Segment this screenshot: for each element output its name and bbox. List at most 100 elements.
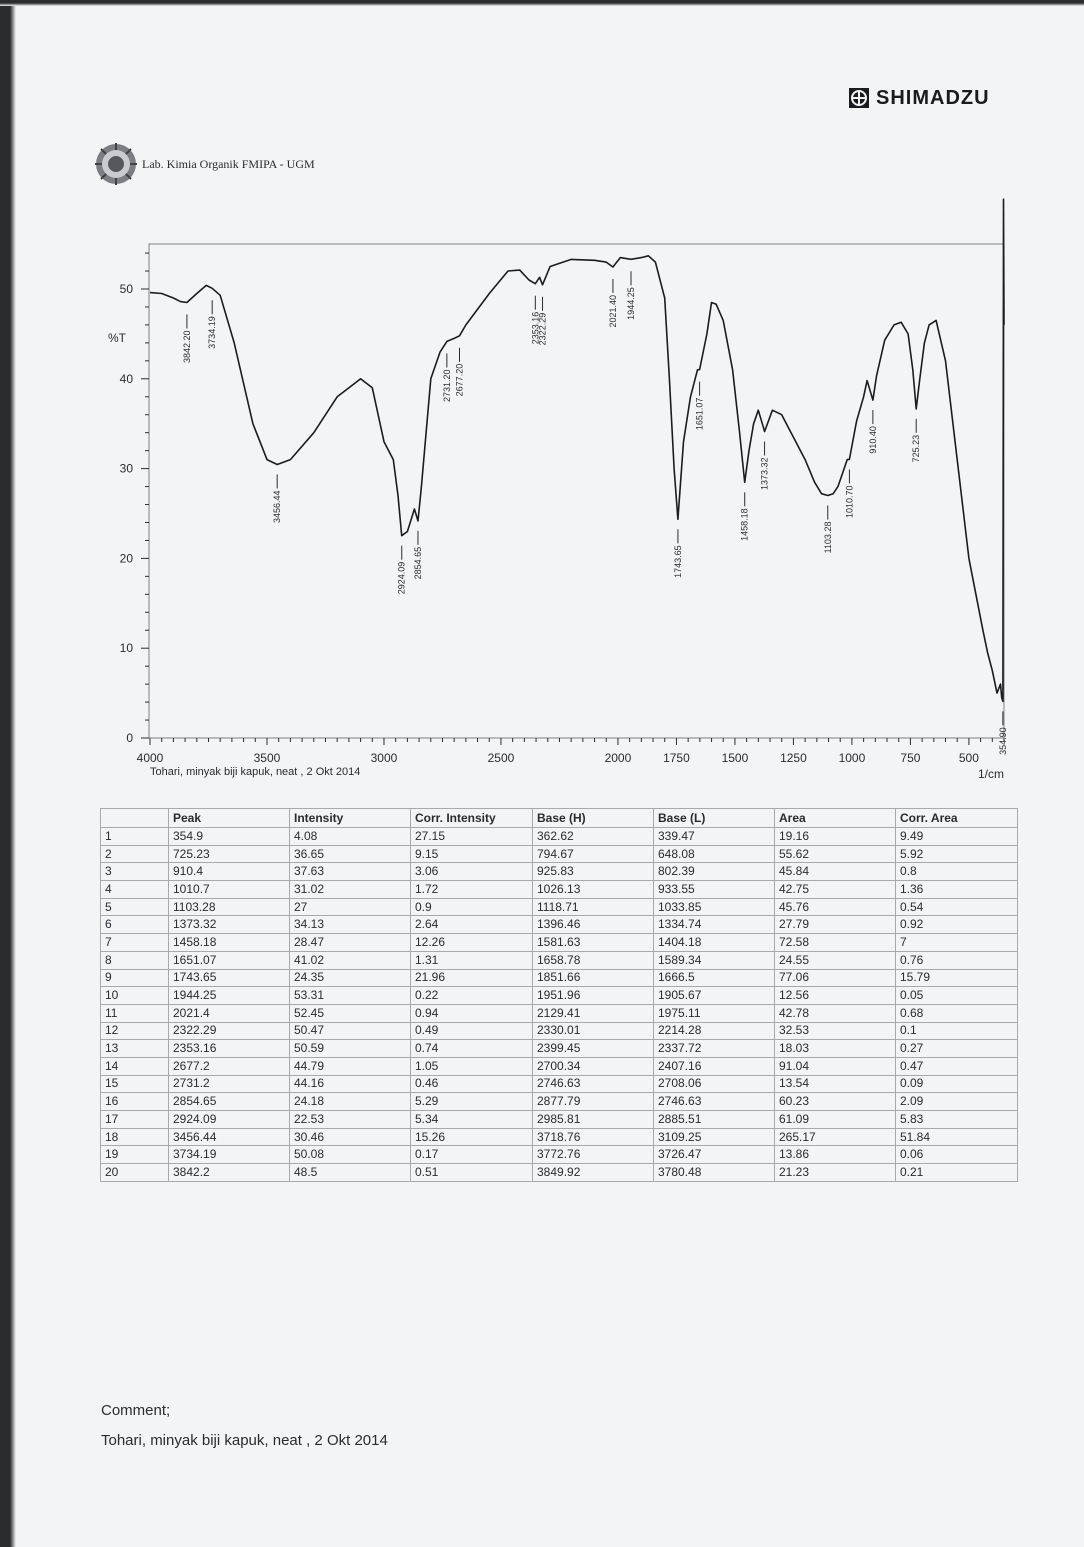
table-cell: 0.92 <box>895 915 1018 935</box>
table-cell: 11 <box>100 1003 169 1023</box>
table-cell: 50.59 <box>289 1039 411 1058</box>
table-cell: 1396.46 <box>532 915 654 935</box>
table-cell: 1743.65 <box>168 968 290 988</box>
table-row: 1 354.9 4.08 27.15 362.62 339.47 19.16 9.49 <box>100 827 1018 846</box>
table-header-cell: Area <box>774 808 896 828</box>
table-cell: 55.62 <box>774 844 896 864</box>
table-cell: 2885.51 <box>653 1110 775 1129</box>
table-cell: 5.29 <box>410 1092 533 1111</box>
peak-label: 725.23 <box>911 435 921 463</box>
table-cell: 51.84 <box>895 1127 1018 1147</box>
table-cell: 2.64 <box>410 915 533 935</box>
table-row: 8 1651.07 41.02 1.31 1658.78 1589.34 24.55 0.76 <box>100 950 1018 970</box>
table-cell: 15.26 <box>410 1127 533 1147</box>
page-edge-left <box>0 0 16 1547</box>
table-cell: 339.47 <box>653 827 775 846</box>
table-cell: 13 <box>100 1039 169 1058</box>
table-cell: 1944.25 <box>168 986 290 1005</box>
y-tick-label: 0 <box>126 731 133 745</box>
table-cell: 1103.28 <box>168 897 290 917</box>
table-cell: 13.86 <box>774 1145 896 1165</box>
table-cell: 4.08 <box>289 827 411 846</box>
table-cell: 24.35 <box>289 968 411 988</box>
table-cell: 34.13 <box>289 915 411 935</box>
table-row: 6 1373.32 34.13 2.64 1396.46 1334.74 27.79 0.92 <box>100 915 1018 935</box>
table-header-row: Peak Intensity Corr. Intensity Base (H) Base… <box>100 808 1018 828</box>
brand-name: SHIMADZU <box>876 86 990 109</box>
table-cell: 14 <box>100 1056 169 1076</box>
table-cell: 910.4 <box>168 862 290 882</box>
table-cell: 1458.18 <box>168 933 290 952</box>
x-tick-label: 3500 <box>254 751 281 765</box>
table-cell: 7 <box>100 933 169 952</box>
peak-label: 1651.07 <box>695 398 705 431</box>
table-cell: 31.02 <box>289 880 411 899</box>
table-cell: 0.76 <box>895 950 1018 970</box>
table-cell: 10 <box>100 986 169 1005</box>
peak-label: 3456.44 <box>272 490 282 523</box>
table-header-cell: Corr. Area <box>895 808 1018 828</box>
table-cell: 36.65 <box>289 844 411 864</box>
table-cell: 1951.96 <box>532 986 654 1005</box>
table-cell: 1851.66 <box>532 968 654 988</box>
y-tick-label: 40 <box>120 372 134 386</box>
table-cell: 0.9 <box>410 897 533 917</box>
table-cell: 2337.72 <box>653 1039 775 1058</box>
table-header-cell: Intensity <box>289 808 411 828</box>
table-cell: 2129.41 <box>532 1003 654 1023</box>
peak-label: 2924.09 <box>397 562 407 595</box>
table-cell: 77.06 <box>774 968 896 988</box>
table-cell: 6 <box>100 915 169 935</box>
y-tick-label: 30 <box>120 462 134 476</box>
table-cell: 2214.28 <box>653 1021 775 1041</box>
table-cell: 1589.34 <box>653 950 775 970</box>
table-cell: 1334.74 <box>653 915 775 935</box>
peak-label: 1743.65 <box>673 545 683 578</box>
table-cell: 0.46 <box>410 1074 533 1094</box>
table-cell: 8 <box>100 950 169 970</box>
table-cell: 60.23 <box>774 1092 896 1111</box>
x-tick-label: 3000 <box>371 751 398 765</box>
table-cell: 2322.29 <box>168 1021 290 1041</box>
table-cell: 3842.2 <box>168 1163 290 1182</box>
university-seal-icon <box>95 143 137 185</box>
plot-frame <box>148 243 1005 739</box>
table-cell: 0.51 <box>410 1163 533 1182</box>
table-cell: 1975.11 <box>653 1003 775 1023</box>
table-cell: 0.54 <box>895 897 1018 917</box>
table-cell: 2353.16 <box>168 1039 290 1058</box>
peak-label: 3842.20 <box>182 330 192 363</box>
table-cell: 42.78 <box>774 1003 896 1023</box>
table-cell: 265.17 <box>774 1127 896 1147</box>
table-cell: 925.83 <box>532 862 654 882</box>
peak-label: 2021.40 <box>608 295 618 328</box>
table-cell: 12.56 <box>774 986 896 1005</box>
table-cell: 3780.48 <box>653 1163 775 1182</box>
table-row: 12 2322.29 50.47 0.49 2330.01 2214.28 32.53 0.1 <box>100 1021 1018 1041</box>
shimadzu-cross-icon <box>849 88 869 108</box>
table-cell: 3718.76 <box>532 1127 654 1147</box>
table-cell: 42.75 <box>774 880 896 899</box>
table-cell: 1 <box>100 827 169 846</box>
table-cell: 27.15 <box>410 827 533 846</box>
table-cell: 41.02 <box>289 950 411 970</box>
table-row: 9 1743.65 24.35 21.96 1851.66 1666.5 77.06 15.7… <box>100 968 1018 988</box>
table-cell: 2700.34 <box>532 1056 654 1076</box>
ir-spectrum-chart: 0 10 20 30 40 50 %T 4000 3500 3000 2500 2000 1750 150… <box>108 198 1008 781</box>
table-cell: 3109.25 <box>653 1127 775 1147</box>
table-cell: 44.79 <box>289 1056 411 1076</box>
peak-label: 1944.25 <box>626 287 636 320</box>
table-cell: 725.23 <box>168 844 290 864</box>
peak-label: 1103.28 <box>823 522 833 554</box>
table-cell: 2677.2 <box>168 1056 290 1076</box>
comment-label: Comment; <box>101 1402 171 1419</box>
spectrum-line <box>149 198 1005 703</box>
table-cell: 5.92 <box>895 844 1018 864</box>
table-cell: 1404.18 <box>653 933 775 952</box>
table-cell: 1.31 <box>410 950 533 970</box>
table-cell: 3734.19 <box>168 1145 290 1165</box>
peak-table: Peak Intensity Corr. Intensity Base (H) Base… <box>100 808 1018 1182</box>
table-cell: 21.23 <box>774 1163 896 1182</box>
table-cell: 0.94 <box>410 1003 533 1023</box>
table-cell: 5.83 <box>895 1110 1018 1129</box>
